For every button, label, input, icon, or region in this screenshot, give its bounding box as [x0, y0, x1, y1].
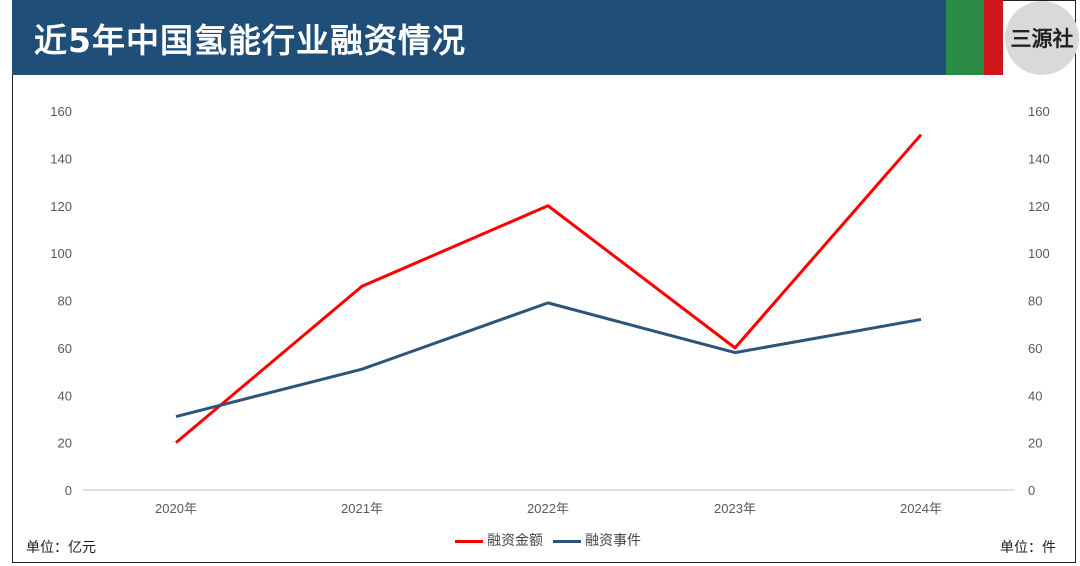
legend-swatch [455, 539, 483, 543]
y-tick-label-left: 0 [65, 483, 72, 498]
y-tick-label-left: 140 [50, 151, 72, 166]
y-tick-label-left: 80 [58, 294, 72, 309]
y-tick-label-left: 120 [50, 199, 72, 214]
right-axis-unit: 单位：件 [1000, 540, 1056, 556]
y-tick-label-left: 160 [50, 104, 72, 119]
y-tick-label-right: 80 [1028, 294, 1042, 309]
legend: 融资金额 融资事件 [455, 530, 641, 550]
logo: 三源社 [1005, 1, 1079, 75]
y-tick-label-right: 120 [1028, 199, 1050, 214]
legend-item-amount: 融资金额 [455, 530, 543, 550]
y-tick-label-left: 100 [50, 246, 72, 261]
y-tick-label-right: 20 [1028, 436, 1042, 451]
y-tick-label-left: 20 [58, 436, 72, 451]
y-tick-label-right: 100 [1028, 246, 1050, 261]
x-tick-label: 2024年 [900, 501, 942, 516]
legend-swatch [553, 539, 581, 543]
y-tick-label-right: 160 [1028, 104, 1050, 119]
legend-label: 融资事件 [585, 533, 641, 549]
chart-title: 近5年中国氢能行业融资情况 [34, 21, 466, 60]
red-stripe [984, 0, 1003, 75]
y-tick-label-right: 140 [1028, 151, 1050, 166]
legend-label: 融资金额 [487, 533, 543, 549]
y-tick-label-right: 0 [1028, 483, 1035, 498]
green-stripe [946, 0, 984, 75]
series-line-amount [175, 133, 923, 444]
y-tick-label-right: 40 [1028, 388, 1042, 403]
x-tick-label: 2021年 [341, 501, 383, 516]
y-tick-label-right: 60 [1028, 341, 1042, 356]
y-tick-label-left: 60 [58, 341, 72, 356]
x-tick-label: 2022年 [527, 501, 569, 516]
legend-item-events: 融资事件 [553, 530, 641, 550]
left-axis-unit: 单位：亿元 [26, 540, 96, 556]
x-tick-label: 2023年 [714, 501, 756, 516]
title-bar: 近5年中国氢能行业融资情况 [12, 0, 946, 75]
y-tick-label-left: 40 [58, 388, 72, 403]
x-tick-label: 2020年 [155, 501, 197, 516]
series-line-events [175, 301, 922, 419]
